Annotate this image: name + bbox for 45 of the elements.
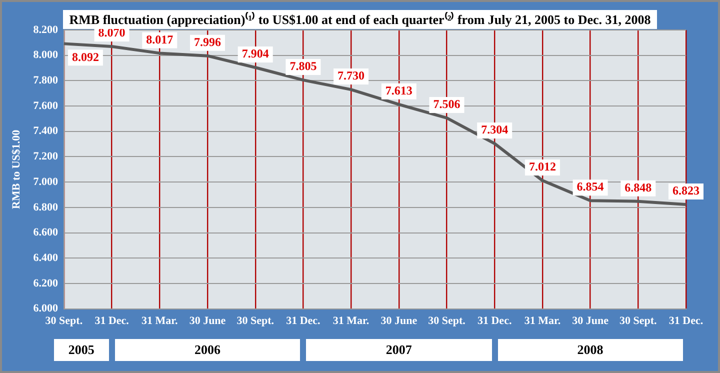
- text: 2008: [498, 339, 683, 361]
- y-tick-label: 6.800: [33, 201, 58, 214]
- data-label: 6.848: [624, 180, 652, 194]
- data-label: 7.506: [433, 97, 460, 112]
- data-label: 7.730: [338, 68, 365, 83]
- x-tick-label: 30 June: [572, 315, 609, 328]
- y-tick-label: 6.400: [33, 252, 58, 264]
- y-tick-label: 6.000: [33, 302, 58, 315]
- x-tick-label: 31 Dec.: [477, 315, 512, 328]
- y-tick-label: 6.600: [33, 226, 58, 239]
- x-tick-label: 31 Mar.: [332, 315, 370, 328]
- x-tick-label: 31 Dec.: [668, 315, 704, 328]
- x-tick-label: 30 Sept.: [620, 315, 658, 328]
- y-tick-label: 6.200: [33, 277, 58, 290]
- data-label: 7.012: [528, 160, 556, 174]
- x-tick-label: 31 Dec.: [94, 315, 130, 328]
- data-label: 7.904: [242, 46, 269, 61]
- text: 2005: [54, 339, 109, 361]
- data-label: 7.996: [194, 34, 221, 49]
- data-label: 7.304: [481, 122, 508, 137]
- y-tick-label: 8.000: [33, 49, 58, 62]
- data-label: 6.854: [576, 180, 604, 194]
- chart-title: RMB fluctuation (appreciation)⁽¹⁾ to US$1.00 at end of each quarter⁽²⁾ from July 21, 2005 to Dec. 31, 2008: [63, 10, 657, 29]
- y-tick-label: 7.800: [33, 74, 58, 87]
- y-tick-label: 7.400: [33, 125, 58, 138]
- x-tick-label: 31 Dec.: [286, 315, 321, 328]
- y-axis-title: RMB to US$1.00: [10, 129, 22, 209]
- data-label: 7.613: [385, 83, 412, 98]
- data-label: 6.823: [672, 184, 700, 198]
- text: 2007: [306, 339, 492, 361]
- data-label: 8.092: [72, 50, 99, 64]
- x-tick-label: 30 June: [189, 315, 226, 328]
- x-tick-label: 31 Mar.: [142, 315, 178, 328]
- y-tick-label: 8.200: [33, 24, 58, 36]
- x-tick-label: 30 June: [380, 315, 418, 328]
- y-tick-label: 7.200: [33, 150, 58, 163]
- y-tick-label: 7.000: [33, 176, 58, 188]
- x-tick-label: 30 Sept.: [45, 315, 83, 328]
- x-tick-label: 31 Mar.: [524, 315, 561, 328]
- data-label: 7.805: [290, 59, 317, 74]
- text: 2006: [114, 339, 300, 361]
- data-label: 8.017: [146, 32, 174, 46]
- x-tick-label: 30 Sept.: [428, 315, 466, 328]
- x-tick-label: 30 Sept.: [236, 315, 274, 328]
- y-tick-label: 7.600: [33, 100, 58, 112]
